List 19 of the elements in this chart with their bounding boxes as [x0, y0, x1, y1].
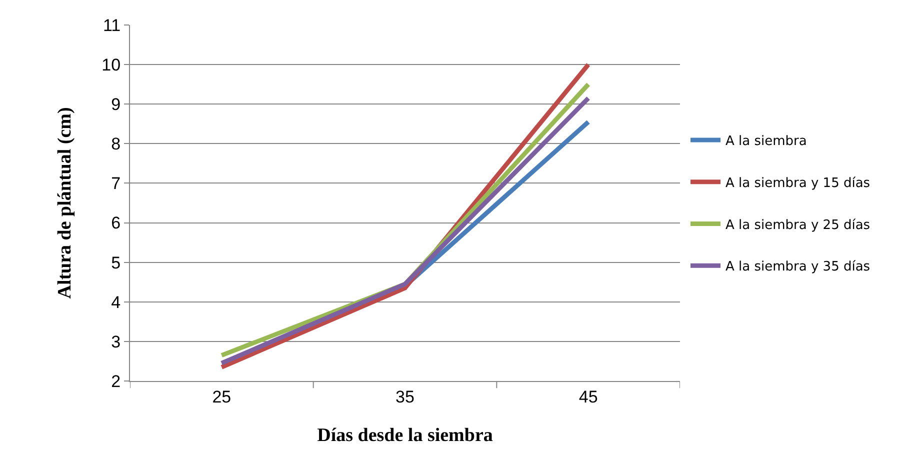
legend-label: A la siembra	[726, 134, 807, 150]
legend-label: A la siembra y 25 días	[726, 218, 870, 233]
y-tick-label: 9	[111, 95, 121, 114]
y-axis-title: Altura de plántual (cm)	[54, 107, 76, 299]
y-tick-label: 6	[111, 214, 121, 233]
y-tick-label: 11	[102, 16, 121, 35]
legend-label: A la siembra y 15 días	[726, 176, 870, 191]
y-tick-label: 3	[111, 332, 121, 352]
x-tick-label: 35	[396, 387, 414, 406]
x-tick-label: 45	[578, 387, 598, 406]
x-axis-title: Días desde la siembra	[317, 425, 494, 446]
y-tick-label: 10	[102, 56, 121, 75]
y-tick-label: 2	[111, 372, 121, 391]
legend-label: A la siembra y 35 días	[726, 260, 870, 275]
y-tick-label: 7	[111, 174, 121, 194]
y-tick-label: 8	[111, 134, 121, 154]
x-tick-label: 25	[212, 387, 232, 406]
y-tick-label: 4	[111, 292, 121, 312]
y-tick-label: 5	[111, 253, 121, 272]
